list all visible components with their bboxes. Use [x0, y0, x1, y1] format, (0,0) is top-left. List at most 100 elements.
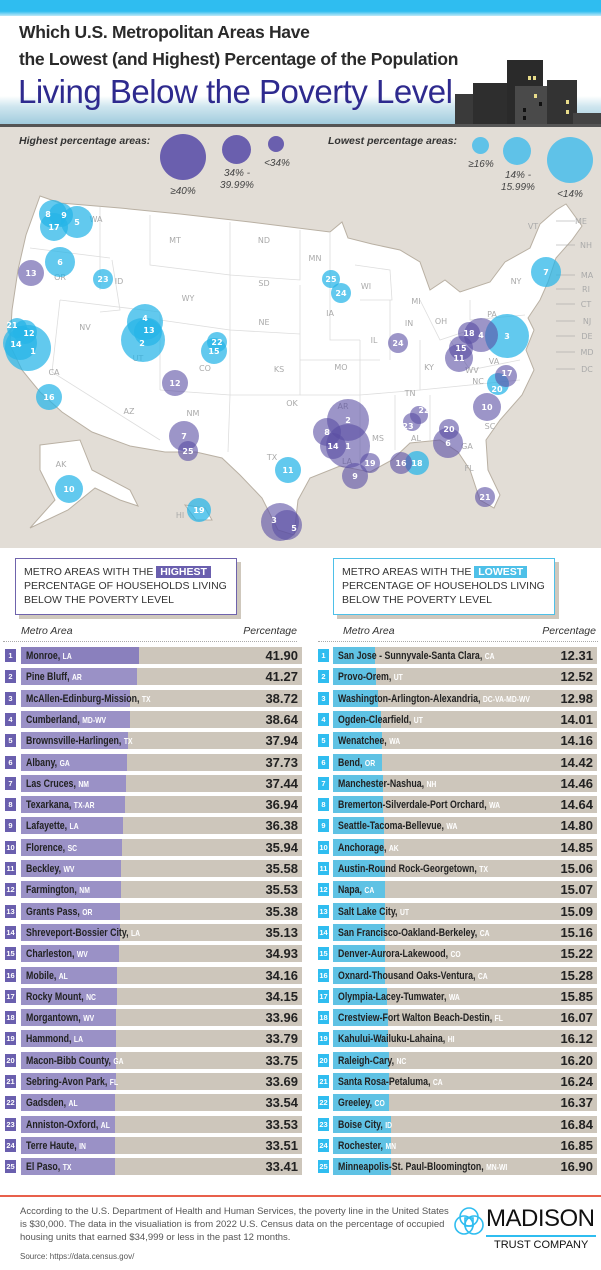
legend-circle-small-lowest	[472, 137, 489, 154]
us-map: ME NH MA RI CT NJ DE MD DC VT NY PA MT ND MN WI MI SD WY ID…	[3, 195, 594, 541]
map-marker-label: 1	[345, 442, 351, 451]
map-marker-label: 5	[291, 524, 297, 533]
rank-badge: 9	[318, 819, 329, 833]
bar	[21, 710, 130, 728]
state-code: WA	[448, 991, 460, 1002]
bar-track: Minneapolis-St. Paul-Bloomington, MN-WI 1…	[333, 1158, 597, 1176]
metro-name-cell: Morgantown, WV	[26, 1010, 94, 1026]
map-marker-label: 11	[453, 354, 465, 363]
metro-name: Anchorage,	[338, 841, 387, 854]
map-marker-label: 10	[481, 403, 493, 412]
map-marker-highest-5	[272, 510, 302, 540]
logo-subtitle: TRUST COMPANY	[494, 1239, 589, 1251]
table-row: 22 Gadsden, AL 33.54	[5, 1094, 302, 1112]
table-row: 9 Seattle-Tacoma-Bellevue, WA 14.80	[318, 817, 597, 835]
metro-name: Terre Haute,	[26, 1139, 77, 1152]
state-label-nc: NC	[472, 377, 484, 386]
legend-circle-large-lowest	[547, 137, 593, 183]
state-code: TX	[479, 864, 488, 874]
logo-name: MADISON	[486, 1205, 595, 1232]
map-marker-lowest-6	[45, 247, 75, 277]
state-code: AL	[68, 1098, 78, 1109]
map-marker-highest-25	[178, 441, 198, 461]
percentage-value: 15.16	[560, 924, 593, 940]
bar	[333, 710, 382, 728]
table-row: 25 El Paso, TX 33.41	[5, 1158, 302, 1176]
map-marker-lowest-5	[61, 206, 93, 238]
state-code: AK	[388, 842, 399, 853]
lowest-title-highlight: LOWEST	[474, 566, 528, 578]
metro-name: Hammond,	[26, 1033, 72, 1046]
map-marker-label: 9	[61, 211, 67, 220]
metro-name-cell: Monroe, LA	[26, 648, 72, 664]
rank-badge: 7	[318, 776, 329, 790]
metro-name: Brownsville-Harlingen,	[26, 735, 122, 748]
state-label-nd: ND	[258, 236, 270, 245]
bar	[21, 1158, 115, 1176]
state-label-ok: OK	[286, 399, 298, 408]
percentage-value: 36.38	[265, 818, 298, 834]
state-code: AL	[100, 1119, 110, 1130]
state-code: TX-AR	[73, 800, 95, 811]
metro-name-cell: Napa, CA	[338, 882, 374, 898]
map-marker-label: 17	[501, 369, 512, 378]
table-row: 15 Charleston, WV 34.93	[5, 945, 302, 963]
rank-badge: 19	[5, 1032, 16, 1046]
state-code: ID	[385, 1119, 393, 1130]
legend-size-small: <34%	[264, 158, 290, 169]
rank-badge: 14	[318, 925, 329, 939]
map-marker-lowest-23	[93, 269, 113, 289]
map-marker-label: 9	[352, 472, 358, 481]
percentage-value: 16.07	[560, 1010, 593, 1026]
state-code: TX	[62, 1162, 72, 1173]
rank-badge: 21	[5, 1075, 16, 1088]
metro-name-cell: Bend, OR	[338, 755, 375, 771]
rank-badge: 22	[5, 1096, 16, 1110]
percentage-value: 35.13	[265, 924, 298, 940]
bar	[333, 689, 378, 707]
rank-badge: 8	[5, 798, 16, 812]
metro-name: Gadsden,	[26, 1097, 67, 1110]
legend-circle-small-highest	[268, 136, 284, 152]
table-row: 23 Boise City, ID 16.84	[318, 1115, 597, 1133]
bar	[21, 945, 120, 963]
bar-track: Salt Lake City, UT 15.09	[333, 902, 597, 920]
lowest-header-divider	[318, 641, 598, 642]
bar	[333, 817, 384, 835]
percentage-value: 16.20	[560, 1052, 593, 1068]
bar	[333, 1030, 389, 1048]
table-row: 16 Oxnard-Thousand Oaks-Ventura, CA 15.28	[318, 966, 597, 984]
percentage-value: 37.73	[265, 754, 298, 770]
rank-badge: 11	[318, 862, 329, 875]
table-row: 14 San Francisco-Oakland-Berkeley, CA 15.1…	[318, 923, 597, 941]
metro-name-cell: Crestview-Fort Walton Beach-Destin, FL	[338, 1010, 503, 1026]
table-row: 13 Salt Lake City, UT 15.09	[318, 902, 597, 920]
state-label-wy: WY	[182, 294, 195, 303]
bar-track: Bend, OR 14.42	[333, 753, 597, 771]
bar-track: Albany, GA 37.73	[21, 753, 302, 771]
percentage-value: 16.24	[560, 1074, 593, 1089]
percentage-value: 12.52	[560, 669, 593, 685]
map-marker-label: 6	[57, 258, 63, 267]
source-link[interactable]: Source: https://data.census.gov/	[20, 1252, 135, 1261]
metro-name: Beckley,	[26, 863, 62, 875]
metro-name: Raleigh-Cary,	[338, 1054, 395, 1067]
rank-badge: 17	[5, 989, 16, 1003]
rank-badge: 11	[5, 862, 16, 875]
metro-name: San Francisco-Oakland-Berkeley,	[338, 926, 478, 939]
state-label-sd: SD	[258, 279, 269, 288]
metro-name-cell: Olympia-Lacey-Tumwater, WA	[338, 989, 460, 1005]
metro-name-cell: San Jose - Sunnyvale-Santa Clara, CA	[338, 648, 495, 664]
state-label-or: OR	[54, 273, 66, 282]
percentage-value: 33.51	[265, 1137, 298, 1153]
table-row: 2 Pine Bluff, AR 41.27	[5, 668, 302, 686]
state-label-ia: IA	[326, 309, 334, 318]
state-code: NM	[78, 778, 89, 789]
map-marker-label: 7	[181, 432, 187, 441]
top-accent-strip	[0, 0, 601, 16]
state-label-me: ME	[575, 217, 587, 226]
map-marker-highest-17	[495, 365, 517, 387]
bar-track: McAllen-Edinburg-Mission, TX 38.72	[21, 689, 302, 707]
bar	[21, 817, 124, 835]
highest-table-title: METRO AREAS WITH THE HIGHEST PERCENTAGE …	[15, 558, 237, 615]
